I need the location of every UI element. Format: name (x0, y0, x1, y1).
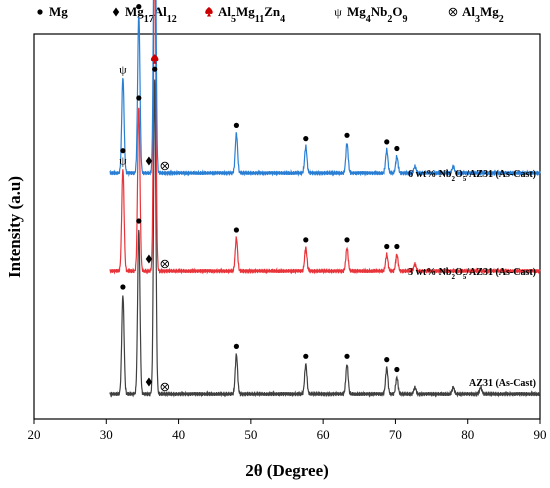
mg-marker (384, 243, 390, 250)
x-tick-label: 90 (534, 427, 547, 442)
series-line (109, 0, 541, 275)
mg-marker (37, 9, 43, 15)
al3mg2-marker (160, 161, 170, 171)
legend-label: Mg (49, 4, 68, 19)
spade-stem (152, 59, 157, 64)
mg-marker (136, 95, 142, 101)
mg-marker (303, 237, 309, 243)
mg-marker (394, 243, 400, 250)
x-tick-label: 70 (389, 427, 402, 442)
x-axis-ticks: 20 30 40 50 60 70 80 90 (28, 419, 547, 442)
mg-marker (152, 66, 158, 72)
al5mg11zn4-marker (150, 54, 159, 64)
marker-layer: ψψ (119, 4, 400, 392)
mg-marker (136, 4, 142, 10)
series-line (109, 79, 541, 398)
mg-marker (303, 136, 309, 142)
x-tick-label: 50 (244, 427, 257, 442)
mg-marker (344, 353, 350, 359)
series-layer (109, 0, 541, 398)
spade-leaf (205, 7, 213, 14)
otimes-ring (160, 382, 170, 392)
mg4nb2o9-marker: ψ (119, 154, 127, 168)
series-line (109, 0, 541, 177)
mg17al12-marker (145, 156, 153, 166)
mg-marker (344, 237, 350, 243)
otimes-ring (448, 7, 458, 17)
mg-marker (303, 353, 309, 359)
x-tick-label: 30 (100, 427, 113, 442)
plot-frame (33, 33, 541, 420)
otimes-cross-b (161, 162, 168, 170)
otimes-cross-b (161, 383, 168, 391)
series-labels: AZ31 (As-Cast) 3 wt% Nb2O5/AZ31 (As-Cast)… (408, 169, 536, 389)
mg-marker (233, 122, 239, 128)
mg17al12-marker (145, 377, 153, 387)
mg-marker (394, 145, 400, 152)
mg-marker (136, 218, 142, 224)
al3mg2-marker (160, 259, 170, 269)
mg17al12-marker (145, 254, 153, 264)
mg-marker (394, 366, 400, 373)
series-label: 6 wt% Nb2O5/AZ31 (As-Cast) (408, 169, 536, 183)
mg-marker (384, 139, 390, 145)
otimes-cross-b (449, 8, 457, 16)
al5mg11zn4-marker (205, 7, 213, 17)
spade-stem (207, 12, 211, 17)
mg-marker (384, 357, 390, 363)
y-axis-title: Intensity (a.u) (5, 176, 24, 278)
x-tick-label: 80 (461, 427, 474, 442)
mg4nb2o9-marker: ψ (119, 62, 127, 76)
mg4nb2o9-marker: ψ (334, 5, 342, 19)
mg-marker (120, 148, 126, 154)
series-label: AZ31 (As-Cast) (469, 378, 536, 389)
x-axis-title: 2θ (Degree) (245, 461, 329, 480)
mg-marker (120, 284, 126, 290)
mg-marker (233, 227, 239, 233)
mg17al12-marker (112, 7, 120, 17)
al3mg2-marker (160, 382, 170, 392)
otimes-ring (160, 259, 170, 269)
x-tick-label: 60 (317, 427, 330, 442)
legend-item: Mg (37, 4, 68, 19)
al3mg2-marker (448, 7, 458, 17)
otimes-ring (160, 161, 170, 171)
series-label: 3 wt% Nb2O5/AZ31 (As-Cast) (408, 267, 536, 281)
mg-marker (344, 132, 350, 138)
mg-marker (233, 343, 239, 349)
x-tick-label: 40 (172, 427, 185, 442)
x-tick-label: 20 (28, 427, 41, 442)
spade-leaf (150, 54, 159, 62)
otimes-cross-b (161, 260, 168, 268)
